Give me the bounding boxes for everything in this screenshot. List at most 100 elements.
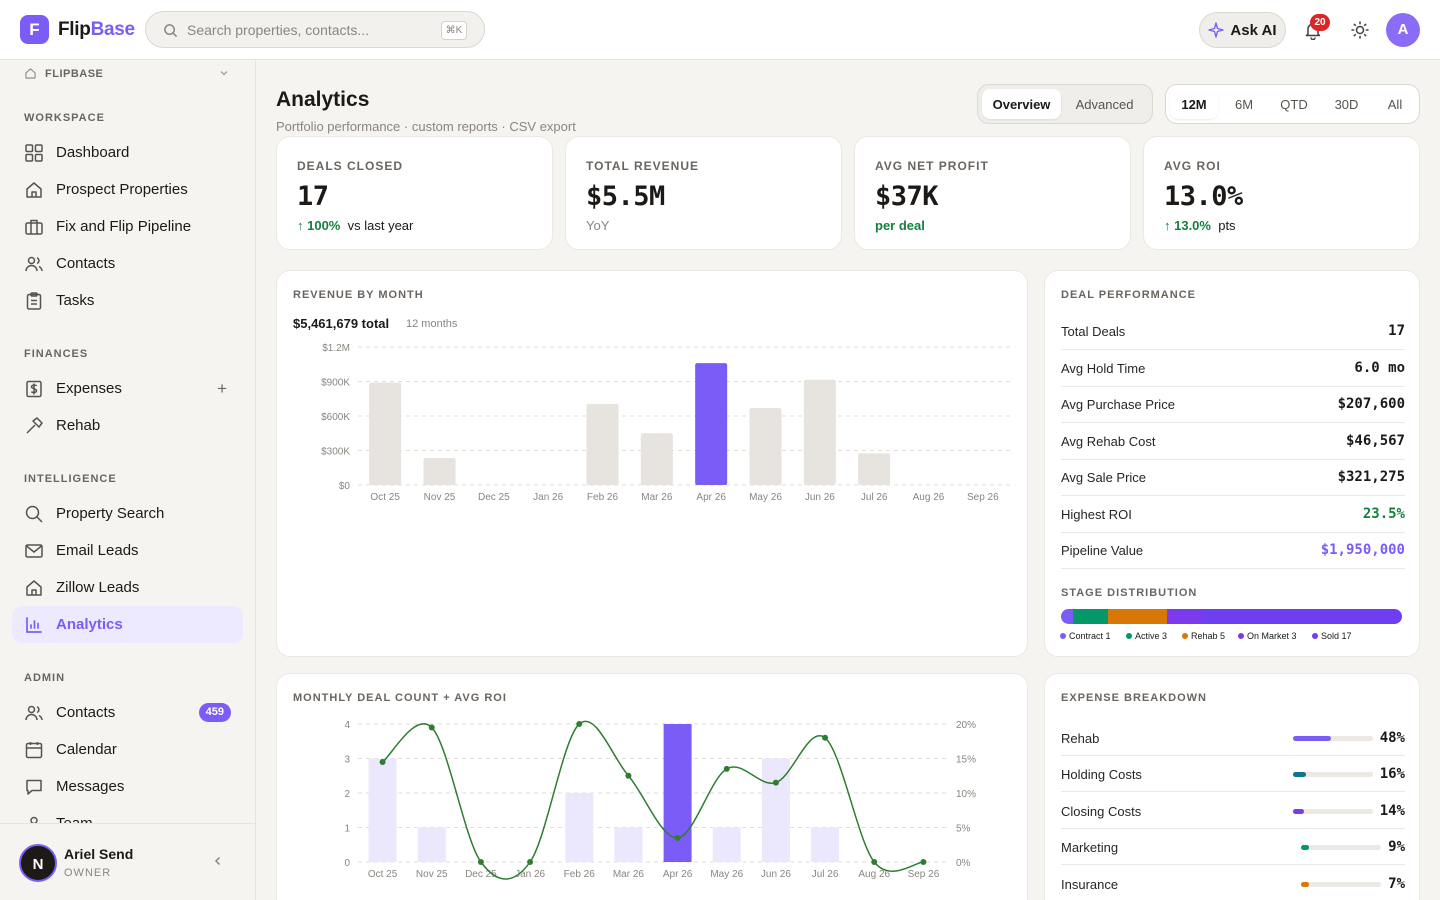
- sidebar-item-fix-and-flip-pipeline[interactable]: Fix and Flip Pipeline: [12, 208, 243, 245]
- section-workspace: WORKSPACE: [24, 112, 105, 124]
- sidebar-item-prospect-properties[interactable]: Prospect Properties: [12, 171, 243, 208]
- deal-row-label: Avg Purchase Price: [1061, 397, 1175, 412]
- stage-distribution-bar: [1061, 609, 1402, 624]
- stage-segment: [1166, 609, 1203, 624]
- sidebar-item-label: Messages: [56, 778, 125, 795]
- chevron-down-icon[interactable]: [219, 68, 229, 78]
- user-profile[interactable]: N Ariel Send OWNER: [0, 823, 255, 900]
- page-title: Analytics: [276, 88, 370, 111]
- x-tick-label: May 26: [749, 492, 782, 503]
- section-intelligence: INTELLIGENCE: [24, 473, 117, 485]
- sidebar-item-zillow-leads[interactable]: Zillow Leads: [12, 569, 243, 606]
- logo-icon[interactable]: F: [20, 15, 49, 44]
- ask-ai-button[interactable]: Ask AI: [1199, 12, 1286, 48]
- y-right-tick-label: 10%: [956, 789, 976, 800]
- sidebar-item-property-search[interactable]: Property Search: [12, 495, 243, 532]
- deal-row-total-deals: Total Deals 17: [1061, 313, 1405, 350]
- deal-count-roi-card: MONTHLY DEAL COUNT + AVG ROI 0 0% 1 5% 2 10% 3…: [276, 673, 1028, 900]
- x-tick-label: Mar 26: [641, 492, 673, 503]
- sidebar-item-admin-contacts[interactable]: Contacts 459: [12, 694, 243, 731]
- sidebar-item-contacts[interactable]: Contacts: [12, 245, 243, 282]
- stage-segment: [1072, 609, 1109, 624]
- deal-count-bar: [614, 827, 643, 862]
- sidebar-item-tasks[interactable]: Tasks: [12, 282, 243, 319]
- deal-count-bar: [663, 724, 692, 862]
- add-expense-icon[interactable]: +: [217, 379, 227, 398]
- sidebar-item-calendar[interactable]: Calendar: [12, 731, 243, 768]
- x-tick-label: Nov 25: [424, 492, 456, 503]
- deal-row-value: $321,275: [1337, 469, 1405, 485]
- y-tick-label: $300K: [321, 447, 350, 458]
- expense-value: 48%: [1379, 730, 1405, 746]
- org-name: FLIPBASE: [45, 67, 104, 80]
- range-6m[interactable]: 6M: [1234, 96, 1254, 112]
- brand-name[interactable]: FlipBase: [58, 19, 135, 40]
- kpi-avg-roi: AVG ROI 13.0% ↑ 13.0% pts: [1143, 136, 1420, 250]
- sidebar-item-email-leads[interactable]: Email Leads: [12, 532, 243, 569]
- deal-row-label: Pipeline Value: [1061, 543, 1144, 558]
- range-12m[interactable]: 12M: [1170, 89, 1218, 119]
- view-toggle: Overview Advanced: [977, 84, 1153, 124]
- calendar-icon: [25, 742, 43, 759]
- theme-toggle-icon[interactable]: [1351, 21, 1369, 39]
- kpi-label: AVG ROI: [1164, 159, 1221, 173]
- search-icon: [25, 505, 43, 523]
- x-tick-label: Feb 26: [587, 492, 619, 503]
- sidebar-item-label: Rehab: [56, 417, 101, 434]
- tab-advanced[interactable]: Advanced: [1075, 96, 1134, 112]
- avg-roi-point: [871, 859, 878, 865]
- avg-roi-line: [382, 720, 924, 880]
- deal-row-pipeline-value: Pipeline Value $1,950,000: [1061, 532, 1405, 569]
- y-tick-label: $1.2M: [322, 343, 350, 354]
- kpi-label: AVG NET PROFIT: [875, 159, 989, 173]
- range-30d[interactable]: 30D: [1334, 96, 1359, 112]
- sidebar-item-messages[interactable]: Messages: [12, 768, 243, 805]
- deal-row-value: 6.0 mo: [1354, 360, 1405, 376]
- user-name: Ariel Send: [64, 846, 134, 862]
- sidebar-item-analytics[interactable]: Analytics: [12, 606, 243, 643]
- expense-fill: [1293, 809, 1305, 814]
- avg-roi-point: [527, 859, 534, 865]
- stage-legend-item: Contract 1: [1060, 631, 1111, 641]
- avg-roi-point: [723, 765, 730, 772]
- tab-overview[interactable]: Overview: [982, 89, 1062, 119]
- sidebar-item-label: Contacts: [56, 255, 116, 272]
- sidebar-item-rehab[interactable]: Rehab: [12, 407, 243, 444]
- stage-legend-label: Contract 1: [1069, 631, 1111, 641]
- range-all[interactable]: All: [1387, 96, 1403, 112]
- x-tick-label: Apr 26: [696, 492, 726, 503]
- expense-value: 9%: [1388, 839, 1405, 855]
- expense-label: Insurance: [1061, 877, 1119, 892]
- bar-chart-icon: [26, 617, 42, 633]
- org-switcher[interactable]: FLIPBASE: [24, 67, 103, 80]
- expense-value: 14%: [1379, 803, 1405, 819]
- kpi-subtext: per deal: [875, 218, 925, 233]
- hammer-icon: [26, 417, 43, 434]
- revenue-total: $5,461,679 total: [293, 316, 390, 331]
- home-icon: [25, 68, 36, 79]
- avg-roi-point: [920, 859, 927, 865]
- avg-roi-point: [674, 834, 681, 841]
- deal-row-avg-rehab-cost: Avg Rehab Cost $46,567: [1061, 423, 1405, 460]
- avg-roi-point: [822, 734, 829, 741]
- sidebar-item-expenses[interactable]: Expenses +: [12, 370, 243, 407]
- x-tick-label: Aug 26: [858, 869, 890, 880]
- section-finances: FINANCES: [24, 348, 89, 360]
- notification-badge: 20: [1310, 14, 1330, 31]
- collapse-sidebar-icon[interactable]: [212, 855, 224, 867]
- x-tick-label: Jun 26: [761, 869, 791, 880]
- range-qtd[interactable]: QTD: [1280, 96, 1308, 112]
- expense-row: Rehab 48%: [1061, 719, 1405, 756]
- y-right-tick-label: 5%: [956, 824, 971, 835]
- search-input[interactable]: Search properties, contacts... ⌘K: [145, 11, 485, 48]
- expense-fill: [1293, 772, 1306, 777]
- receipt-dollar-icon: [26, 380, 42, 398]
- revenue-bar: [803, 379, 836, 485]
- x-tick-label: Oct 25: [368, 869, 398, 880]
- expense-row: Insurance 7%: [1061, 865, 1405, 900]
- expense-track: [1293, 809, 1373, 814]
- user-avatar[interactable]: A: [1386, 13, 1420, 47]
- sidebar-item-dashboard[interactable]: Dashboard: [12, 134, 243, 171]
- y-left-tick-label: 3: [344, 755, 350, 766]
- briefcase-icon: [25, 219, 43, 235]
